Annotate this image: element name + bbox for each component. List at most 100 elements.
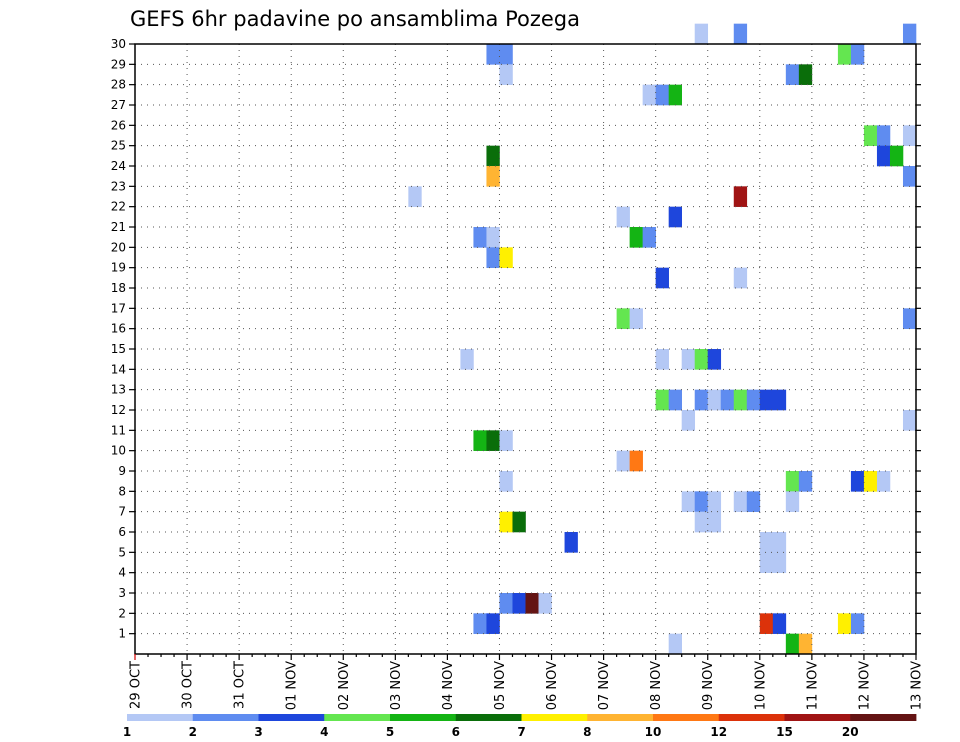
colorbar-label-3: 3 [254, 725, 262, 739]
cell-66 [733, 491, 748, 512]
cell-76 [759, 552, 774, 573]
colorbar-swatch-9 [653, 714, 720, 721]
cell-39 [694, 349, 709, 370]
colorbar-label-12: 12 [710, 725, 727, 739]
cell-31 [655, 267, 669, 289]
cell-86 [837, 613, 852, 634]
y-tick-label-28: 28 [111, 78, 126, 92]
colorbar-swatch-1 [127, 714, 194, 721]
cell-88 [668, 633, 682, 655]
cell-73 [564, 532, 578, 553]
cell-5 [837, 44, 852, 65]
cell-2 [902, 23, 917, 45]
cell-32 [733, 267, 748, 289]
y-tick-label-2: 2 [118, 606, 126, 620]
y-tick-label-26: 26 [111, 118, 126, 132]
ensemble-cells [408, 23, 917, 655]
cell-35 [902, 308, 917, 329]
y-tick-label-18: 18 [111, 281, 126, 295]
cell-67 [746, 491, 761, 512]
x-tick-label-2: 31 OCT [233, 661, 248, 709]
y-tick-label-21: 21 [111, 220, 126, 234]
colorbar-swatch-2 [192, 714, 259, 721]
y-tick-label-11: 11 [111, 423, 126, 437]
cell-25 [473, 227, 487, 248]
y-tick-label-15: 15 [111, 342, 126, 356]
y-tick-label-6: 6 [118, 525, 126, 539]
y-tick-label-7: 7 [118, 505, 126, 519]
cell-70 [512, 511, 526, 533]
y-axis: 1234567891011121314151617181920212223242… [111, 37, 921, 641]
colorbar: 1 2 3 4 5 6 7 8 10 12 15 20 [123, 714, 917, 739]
colorbar-label-8: 8 [583, 725, 591, 739]
y-tick-label-3: 3 [118, 586, 126, 600]
cell-64 [694, 491, 709, 512]
cell-7 [499, 64, 513, 85]
colorbar-label-1: 1 [123, 725, 131, 739]
colorbar-swatch-4 [324, 714, 391, 721]
cell-57 [499, 471, 513, 492]
colorbar-label-15: 15 [776, 725, 793, 739]
y-tick-label-12: 12 [111, 403, 126, 417]
cell-17 [876, 145, 891, 167]
cell-45 [720, 389, 735, 411]
colorbar-swatch-8 [587, 714, 654, 721]
cell-6 [850, 44, 865, 65]
cell-38 [681, 349, 696, 370]
cell-40 [707, 349, 722, 370]
colorbar-swatch-7 [521, 714, 588, 721]
cell-68 [785, 491, 800, 512]
y-tick-label-1: 1 [118, 627, 126, 641]
y-tick-label-8: 8 [118, 484, 126, 498]
grid-lines [134, 43, 917, 654]
cell-71 [694, 511, 709, 533]
x-tick-label-11: 09 NOV [701, 661, 716, 710]
y-tick-label-25: 25 [111, 139, 126, 153]
cell-22 [733, 186, 748, 207]
x-axis: 29 OCT 30 OCT 31 OCT 01 NOV 02 NOV 03 NOV 04 N… [129, 654, 925, 710]
cell-8 [785, 64, 800, 85]
x-tick-label-5: 03 NOV [389, 661, 404, 710]
cell-15 [902, 125, 917, 146]
cell-60 [850, 471, 865, 492]
colorbar-label-5: 5 [386, 725, 394, 739]
colorbar-label-6: 6 [452, 725, 460, 739]
y-tick-label-9: 9 [118, 464, 126, 478]
x-tick-label-12: 10 NOV [753, 661, 768, 710]
cell-54 [499, 430, 513, 451]
cell-24 [668, 206, 682, 228]
cell-33 [616, 308, 630, 329]
cell-74 [759, 532, 774, 553]
cell-1 [733, 23, 748, 45]
cell-37 [655, 349, 669, 370]
cell-28 [642, 227, 656, 248]
cell-53 [486, 430, 500, 451]
y-tick-label-23: 23 [111, 179, 126, 193]
colorbar-label-7: 7 [517, 725, 525, 739]
y-tick-label-5: 5 [118, 545, 126, 559]
y-tick-label-4: 4 [118, 566, 126, 580]
cell-77 [772, 552, 787, 573]
cell-78 [499, 593, 513, 614]
cell-3 [486, 44, 500, 65]
cell-30 [499, 247, 513, 268]
cell-27 [629, 227, 643, 248]
cell-79 [512, 593, 526, 614]
cell-36 [460, 349, 474, 370]
x-tick-label-4: 02 NOV [337, 661, 352, 710]
cell-44 [707, 389, 722, 411]
cell-51 [902, 410, 917, 431]
cell-62 [876, 471, 891, 492]
cell-47 [746, 389, 761, 411]
cell-9 [798, 64, 813, 85]
cell-21 [408, 186, 422, 207]
cell-4 [499, 44, 513, 65]
y-tick-label-29: 29 [111, 57, 126, 71]
x-tick-label-13: 11 NOV [805, 661, 820, 710]
x-tick-label-3: 01 NOV [285, 661, 300, 710]
cell-85 [772, 613, 787, 634]
cell-63 [681, 491, 696, 512]
y-tick-label-10: 10 [111, 444, 126, 458]
x-tick-label-14: 12 NOV [857, 661, 872, 710]
